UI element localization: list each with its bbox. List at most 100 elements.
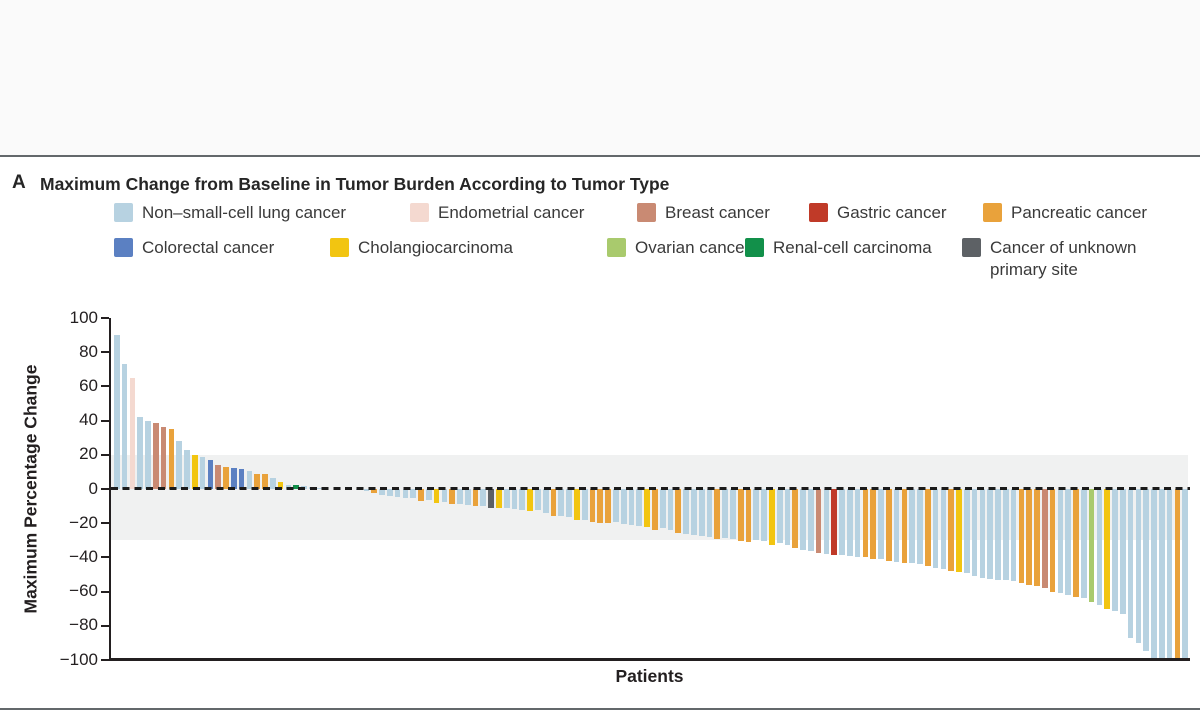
- waterfall-bar: [846, 489, 853, 556]
- zero-baseline-dashed-line: [111, 487, 1190, 490]
- waterfall-bar: [659, 489, 666, 529]
- waterfall-bar: [909, 489, 916, 564]
- y-tick-mark: [101, 522, 109, 525]
- waterfall-bar: [1119, 489, 1126, 614]
- waterfall-bar: [893, 489, 900, 562]
- waterfall-bar: [644, 489, 650, 527]
- legend-swatch-renal-icon: [745, 238, 764, 257]
- y-tick-label: −100: [59, 649, 98, 669]
- y-tick-label: 0: [88, 478, 98, 498]
- waterfall-bar: [1104, 489, 1110, 609]
- y-axis-title: Maximum Percentage Change: [20, 364, 41, 614]
- legend-item-colorectal: Colorectal cancer: [114, 237, 274, 259]
- waterfall-bar: [207, 459, 214, 489]
- waterfall-bar: [652, 489, 658, 531]
- waterfall-bar: [1143, 489, 1149, 652]
- waterfall-bar: [1034, 489, 1040, 587]
- waterfall-bar: [1073, 489, 1079, 597]
- waterfall-bar: [262, 474, 268, 489]
- waterfall-bar: [932, 489, 939, 568]
- waterfall-bar: [472, 489, 479, 507]
- waterfall-bar: [223, 466, 229, 489]
- waterfall-bar: [971, 489, 978, 577]
- waterfall-bar: [854, 489, 861, 557]
- waterfall-bar: [145, 420, 151, 489]
- waterfall-bar: [1026, 489, 1033, 585]
- waterfall-bar: [550, 489, 557, 517]
- waterfall-bar: [176, 441, 183, 489]
- waterfall-bar: [402, 489, 409, 498]
- waterfall-bar: [246, 471, 253, 489]
- waterfall-bar: [956, 489, 962, 572]
- y-tick-mark: [101, 385, 109, 388]
- legend-item-ovarian: Ovarian cancer: [607, 237, 750, 259]
- legend-swatch-gastric-icon: [809, 203, 828, 222]
- waterfall-bar: [184, 449, 190, 489]
- waterfall-bar: [410, 489, 416, 499]
- waterfall-bar: [792, 489, 799, 548]
- waterfall-bar: [862, 489, 869, 558]
- waterfall-bar: [566, 489, 572, 518]
- waterfall-bar: [870, 489, 877, 560]
- waterfall-bar: [581, 489, 588, 520]
- waterfall-bar: [394, 489, 401, 497]
- panel-letter: A: [12, 172, 26, 193]
- y-tick-label: 60: [79, 375, 98, 395]
- legend-swatch-pancreatic-icon: [983, 203, 1002, 222]
- y-tick-mark: [101, 659, 109, 661]
- waterfall-bar: [691, 489, 697, 536]
- y-tick-mark: [101, 488, 109, 490]
- waterfall-bar: [924, 489, 931, 566]
- legend-label: Breast cancer: [665, 203, 770, 222]
- legend-label: Endometrial cancer: [438, 203, 585, 222]
- waterfall-bar: [1151, 489, 1157, 660]
- legend-swatch-ovarian-icon: [607, 238, 626, 257]
- legend-item-endometrial: Endometrial cancer: [410, 202, 584, 224]
- waterfall-bar: [1135, 489, 1142, 643]
- waterfall-bar: [542, 489, 549, 513]
- waterfall-bar: [769, 489, 775, 545]
- waterfall-bar: [628, 489, 635, 525]
- waterfall-bar: [1018, 489, 1025, 584]
- x-axis-line: [109, 658, 1190, 661]
- waterfall-bar: [722, 489, 728, 538]
- waterfall-bar: [987, 489, 994, 579]
- waterfall-bar: [940, 489, 947, 570]
- waterfall-bar: [737, 489, 744, 542]
- top-blank-strip: [0, 0, 1200, 157]
- waterfall-bar: [1182, 489, 1188, 660]
- waterfall-bar: [152, 423, 159, 489]
- waterfall-bar: [121, 364, 128, 489]
- legend-item-nsclc: Non–small-cell lung cancer: [114, 202, 346, 224]
- legend-swatch-breast-icon: [637, 203, 656, 222]
- waterfall-bar: [215, 465, 222, 489]
- waterfall-bar: [480, 489, 487, 507]
- waterfall-bar: [464, 489, 471, 506]
- waterfall-bar: [776, 489, 783, 543]
- waterfall-bar: [558, 489, 565, 516]
- y-tick-label: −20: [69, 512, 98, 532]
- y-tick-mark: [101, 317, 109, 319]
- waterfall-bar: [168, 429, 175, 489]
- waterfall-bar: [1065, 489, 1072, 596]
- waterfall-bar: [901, 489, 908, 563]
- waterfall-bar: [885, 489, 892, 561]
- waterfall-bar: [230, 467, 237, 489]
- waterfall-bar: [433, 489, 440, 503]
- legend-swatch-nsclc-icon: [114, 203, 133, 222]
- y-tick-label: −40: [69, 546, 98, 566]
- waterfall-bar: [784, 489, 791, 545]
- legend-item-renal: Renal-cell carcinoma: [745, 237, 932, 259]
- waterfall-bar: [199, 457, 206, 489]
- waterfall-bar: [527, 489, 533, 512]
- waterfall-bar: [815, 489, 822, 554]
- waterfall-bar: [620, 489, 627, 525]
- waterfall-bar: [1057, 489, 1064, 594]
- waterfall-bar: [1158, 489, 1165, 660]
- waterfall-bar: [277, 482, 284, 489]
- waterfall-bar: [129, 377, 136, 489]
- legend-item-breast: Breast cancer: [637, 202, 770, 224]
- waterfall-bar: [613, 489, 619, 523]
- y-tick-mark: [101, 351, 109, 354]
- waterfall-bar: [191, 454, 198, 489]
